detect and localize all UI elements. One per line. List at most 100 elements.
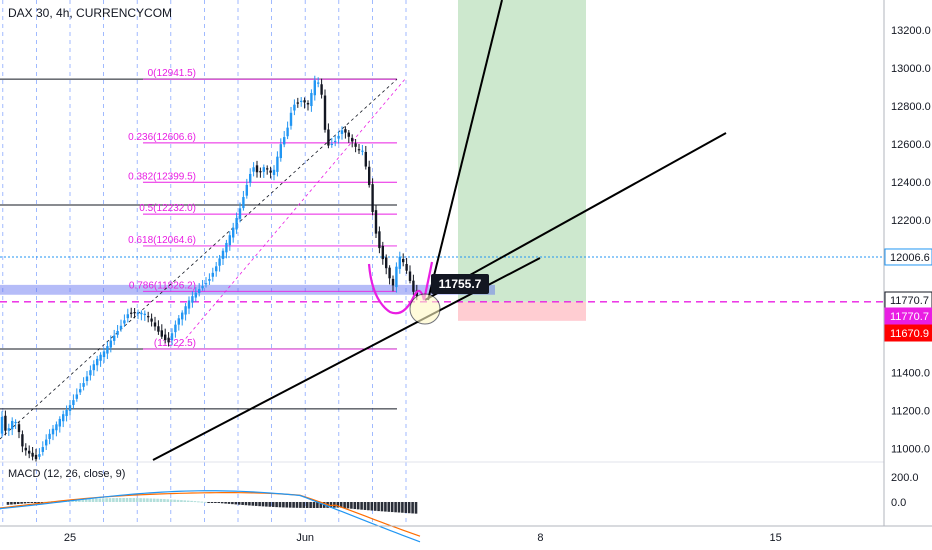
price-label-text: 11770.7 xyxy=(890,295,929,307)
macd-histogram-bar xyxy=(159,498,163,502)
price-label-box xyxy=(884,248,932,266)
candle-body xyxy=(252,167,255,172)
candle-body xyxy=(303,100,306,103)
macd-histogram-bar xyxy=(377,502,380,512)
macd-histogram-bar xyxy=(234,502,238,505)
candle-body xyxy=(89,370,92,376)
price-tick-label: 13000.0 xyxy=(891,63,931,75)
price-tick-label: 12800.0 xyxy=(891,101,931,113)
candle-body xyxy=(65,409,68,417)
candle-body xyxy=(184,306,187,315)
macd-tick-label: 200.0 xyxy=(891,472,919,484)
price-label-text: 12006.6 xyxy=(890,252,930,264)
candle-body xyxy=(371,184,374,212)
candle-body xyxy=(177,318,180,325)
macd-histogram-bar xyxy=(299,502,302,508)
macd-histogram-bar xyxy=(265,502,268,507)
macd-histogram-bar xyxy=(312,502,316,508)
macd-histogram-bar xyxy=(254,502,258,506)
candle-body xyxy=(385,257,388,269)
macd-histogram-bar xyxy=(166,499,170,502)
candle-body xyxy=(82,383,85,387)
candle-body xyxy=(300,100,303,103)
candle-body xyxy=(266,168,269,170)
signal-line xyxy=(0,492,421,537)
macd-histogram-bar xyxy=(193,501,197,503)
macd-histogram-bar xyxy=(394,502,397,513)
support-band xyxy=(0,284,495,295)
macd-histogram-bar xyxy=(288,502,292,508)
candle-body xyxy=(160,330,163,337)
candle-body xyxy=(337,135,340,139)
macd-histogram-bar xyxy=(343,502,346,509)
candle-body xyxy=(245,184,248,196)
profit-zone xyxy=(458,0,586,302)
candle-body xyxy=(313,80,316,96)
candle-body xyxy=(208,278,211,281)
candle-body xyxy=(221,250,225,259)
candle-body xyxy=(85,376,89,382)
macd-histogram-bar xyxy=(112,498,115,502)
candle-body xyxy=(255,165,259,173)
candle-body xyxy=(143,313,146,315)
macd-histogram-bar xyxy=(401,502,404,513)
candle-body xyxy=(320,84,323,95)
candle-body xyxy=(204,283,208,285)
candle-body xyxy=(11,420,14,430)
candle-body xyxy=(21,434,24,447)
macd-histogram-bar xyxy=(237,502,241,505)
macd-tick-label: 0.0 xyxy=(891,497,906,509)
macd-histogram-bar xyxy=(224,502,227,504)
trend-drawings: 11755.7 xyxy=(152,0,727,461)
macd-histogram-bar xyxy=(91,498,95,502)
candle-body xyxy=(150,318,153,322)
macd-histogram-bar xyxy=(271,502,275,507)
candle-body xyxy=(96,358,99,366)
candle-body xyxy=(51,428,55,435)
macd-histogram-bar xyxy=(373,502,377,511)
macd-histogram-bar xyxy=(319,502,323,508)
candle-body xyxy=(279,144,282,159)
fibonacci-retracement: 0(12941.5) 0.236(12606.6) 0.382(12399.5) 0.… xyxy=(0,68,406,440)
macd-histogram-bar xyxy=(37,502,40,503)
candle-body xyxy=(357,149,361,151)
macd-histogram-bar xyxy=(305,502,309,508)
macd-histogram-bar xyxy=(227,502,231,504)
macd-histogram-bar xyxy=(149,498,153,502)
time-tick-label: Jun xyxy=(296,532,314,544)
macd-histogram-bar xyxy=(210,502,214,503)
macd-histogram-bar xyxy=(380,502,384,512)
macd-histogram-bar xyxy=(132,498,136,502)
macd-histogram-bar xyxy=(268,502,272,507)
candle-body xyxy=(242,197,245,209)
price-axis-bg xyxy=(885,0,932,550)
candle-body xyxy=(361,150,364,152)
candle-body xyxy=(378,231,381,249)
candle-body xyxy=(123,320,126,324)
price-tick-label: 11200.0 xyxy=(891,405,930,417)
macd-histogram-bar xyxy=(363,502,367,510)
price-tick-label: 13200.0 xyxy=(891,25,931,37)
macd-histogram-bar xyxy=(84,498,88,502)
macd-histogram-bar xyxy=(30,502,34,503)
candle-body xyxy=(262,167,265,172)
price-tick-label: 11400.0 xyxy=(891,367,930,379)
candle-body xyxy=(58,418,61,427)
candle-body xyxy=(167,337,170,343)
candle-body xyxy=(174,324,177,333)
macd-histogram-bar xyxy=(397,502,401,513)
macd-histogram-bar xyxy=(346,502,350,509)
macd-histogram-bar xyxy=(285,502,289,508)
fib-label: 0.5(12232.0) xyxy=(139,203,196,214)
candle-body xyxy=(334,140,337,143)
macd-histogram-bar xyxy=(81,499,85,502)
chart-title: DAX 30, 4h, CURRENCYCOM xyxy=(8,6,173,20)
candle-body xyxy=(7,428,10,431)
candle-body xyxy=(351,137,354,142)
macd-histogram-bar xyxy=(282,502,285,508)
candle-body xyxy=(4,415,7,431)
macd-histogram-bar xyxy=(244,502,248,506)
channel-line xyxy=(0,78,398,440)
macd-histogram-bar xyxy=(292,502,295,508)
